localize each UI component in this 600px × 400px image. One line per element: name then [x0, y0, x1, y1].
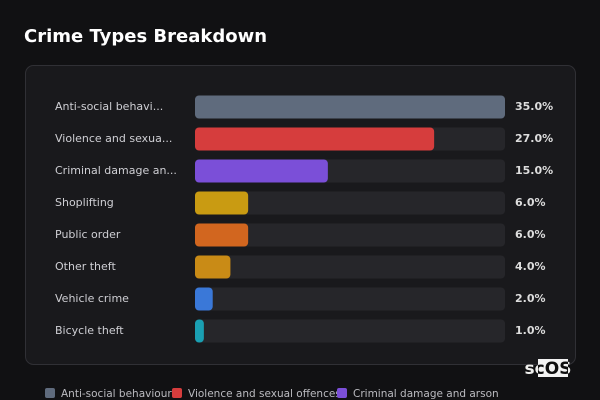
bar: [195, 191, 249, 215]
value-label: 6.0%: [515, 196, 546, 209]
bar-track: [195, 287, 505, 311]
bar: [195, 319, 204, 343]
bar: [195, 127, 435, 151]
bar-track: [195, 191, 505, 215]
legend-swatch: [172, 388, 182, 398]
bar: [195, 255, 231, 279]
bar: [195, 95, 505, 119]
legend-swatch: [45, 388, 55, 398]
category-label: Bicycle theft: [55, 324, 124, 337]
category-label: Anti-social behavi...: [55, 100, 163, 113]
category-label: Public order: [55, 228, 121, 241]
logo-box: [538, 359, 568, 377]
legend-label: Violence and sexual offences: [188, 388, 341, 400]
legend-label: Anti-social behaviour: [61, 388, 172, 400]
value-label: 15.0%: [515, 164, 553, 177]
category-label: Violence and sexua...: [55, 132, 172, 145]
value-label: 2.0%: [515, 292, 546, 305]
value-label: 35.0%: [515, 100, 553, 113]
logo: scOS: [525, 359, 572, 379]
category-label: Shoplifting: [55, 196, 114, 209]
value-label: 1.0%: [515, 324, 546, 337]
legend-label: Criminal damage and arson: [353, 388, 499, 400]
category-label: Criminal damage an...: [55, 164, 177, 177]
value-label: 6.0%: [515, 228, 546, 241]
bar: [195, 223, 249, 247]
bar: [195, 159, 328, 183]
chart-title: Crime Types Breakdown: [24, 26, 267, 47]
value-label: 27.0%: [515, 132, 553, 145]
category-label: Vehicle crime: [55, 292, 129, 305]
bar: [195, 287, 213, 311]
category-label: Other theft: [55, 260, 116, 273]
bar-track: [195, 319, 505, 343]
legend-swatch: [337, 388, 347, 398]
value-label: 4.0%: [515, 260, 546, 273]
bar-track: [195, 255, 505, 279]
bar-track: [195, 223, 505, 247]
